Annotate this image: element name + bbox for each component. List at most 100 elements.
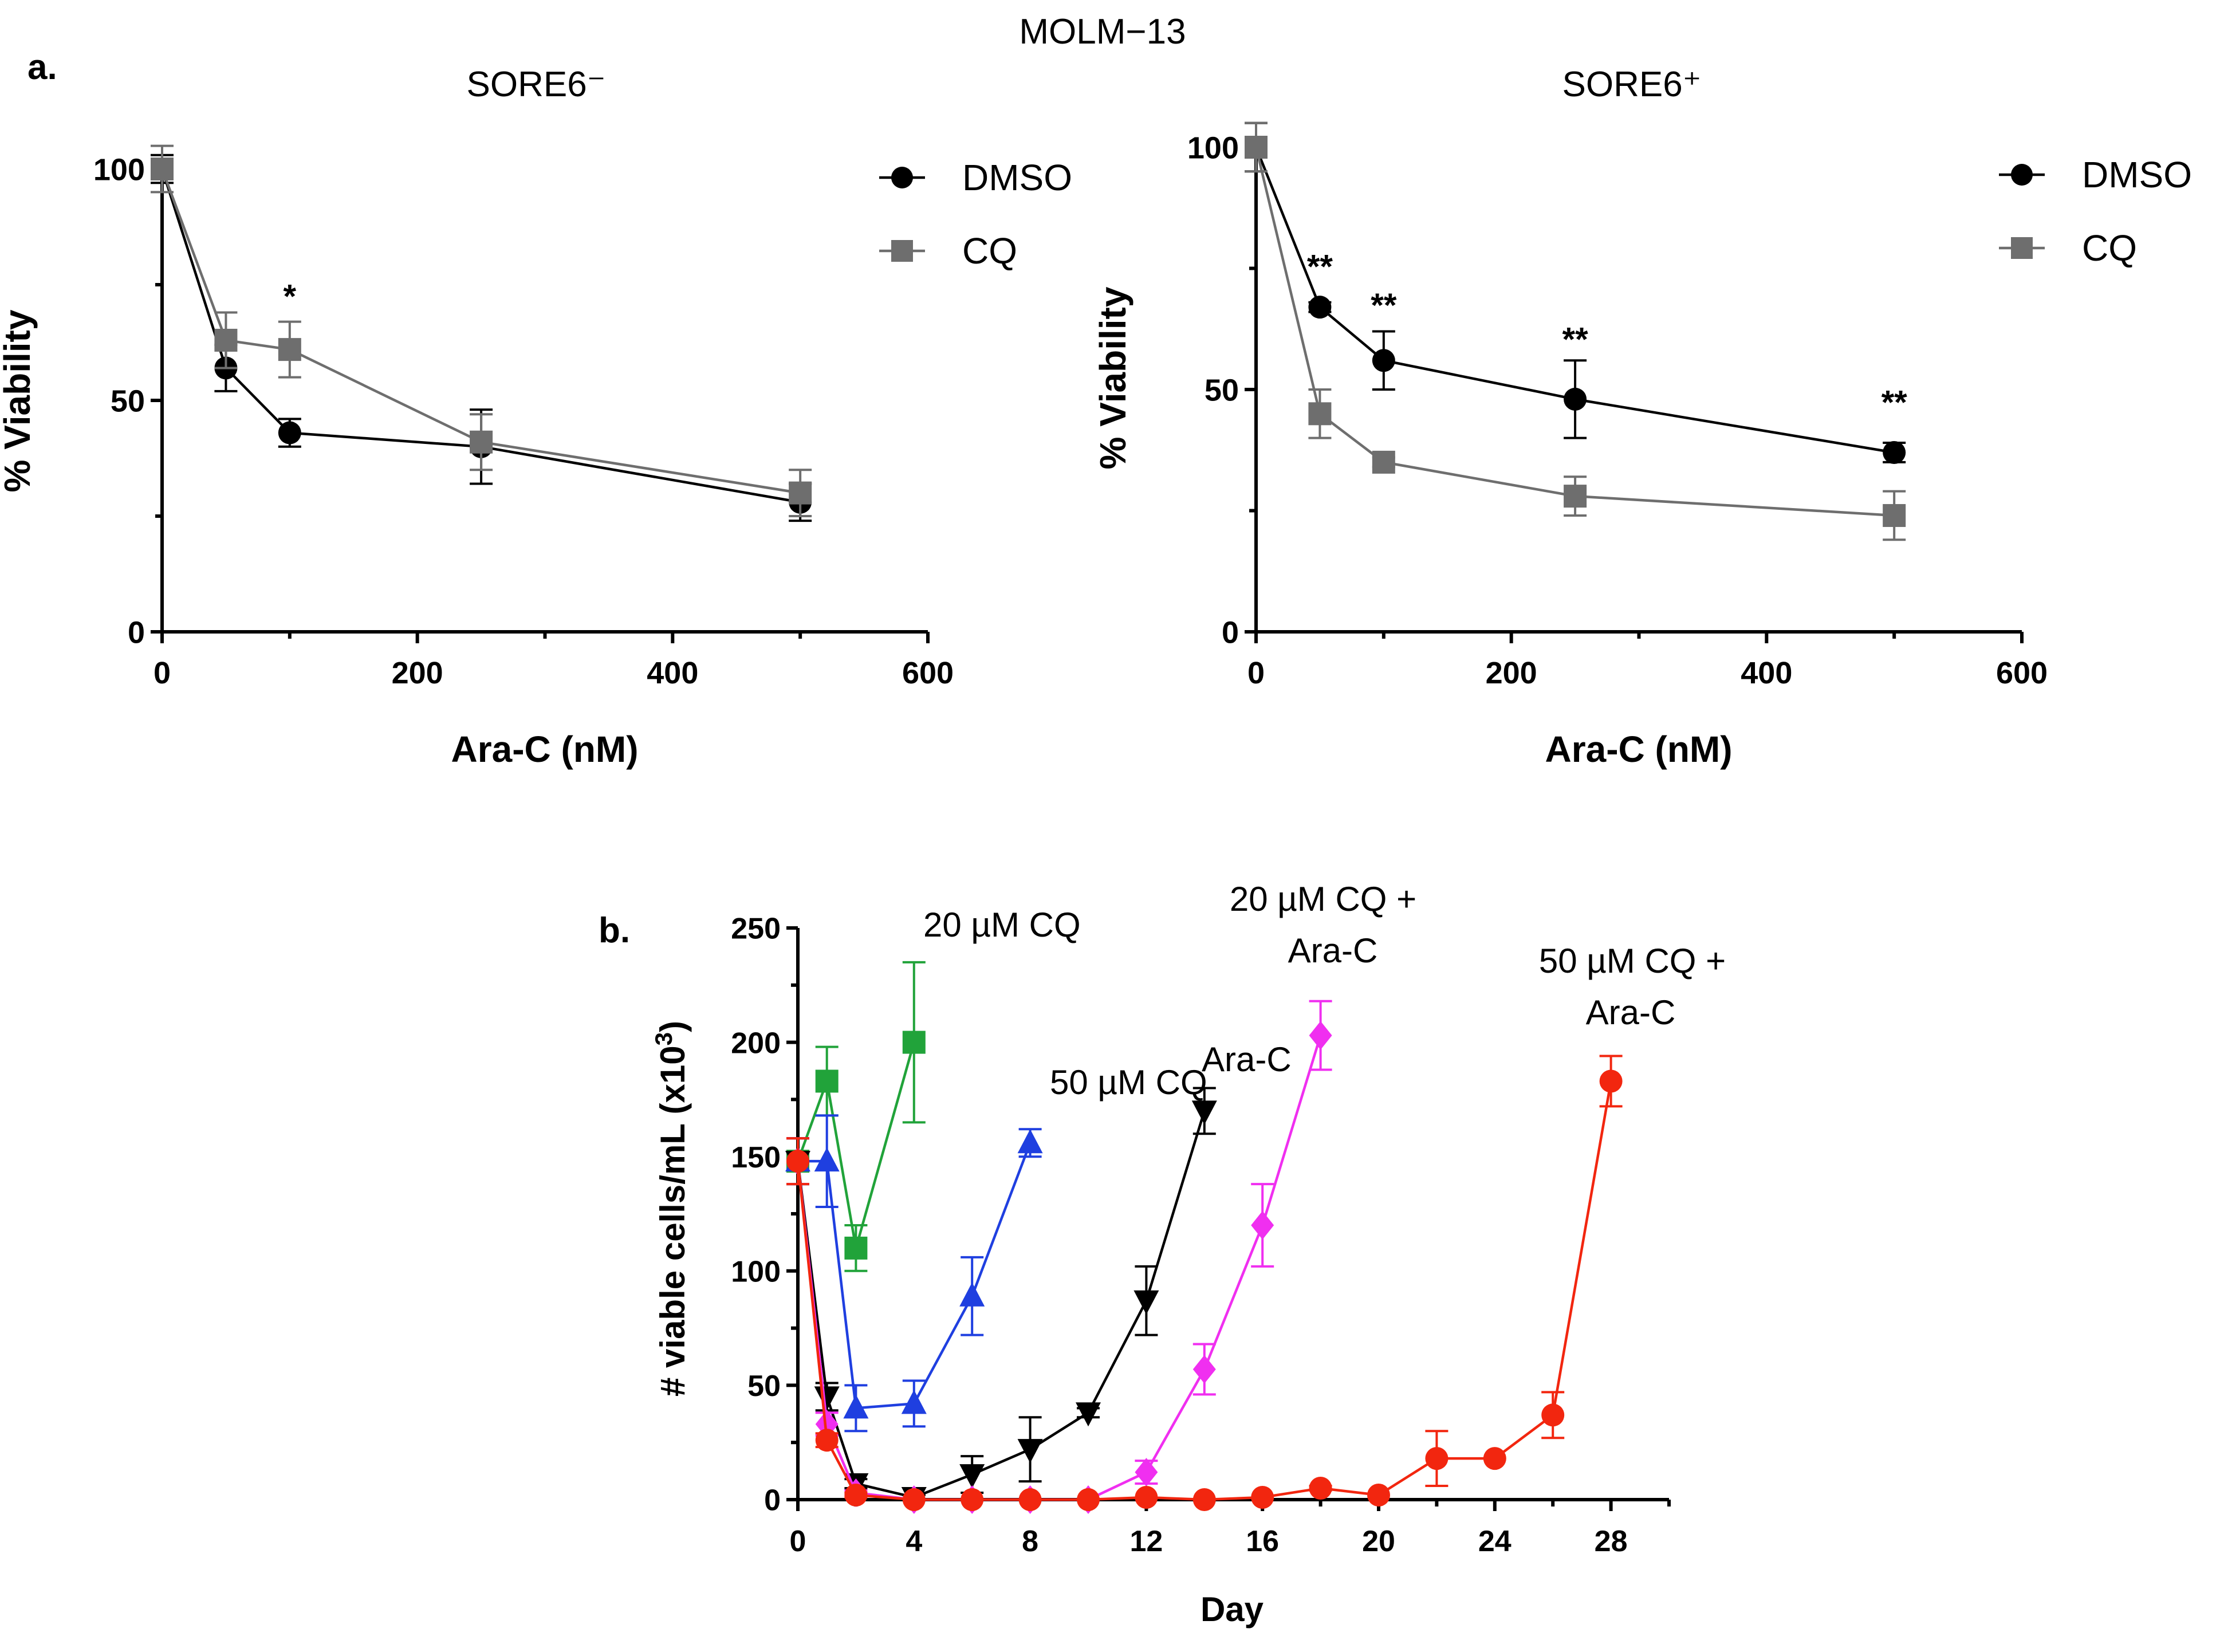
data-point	[1309, 1477, 1332, 1500]
legend-marker	[2011, 237, 2033, 259]
x-tick-label: 0	[1247, 656, 1265, 690]
data-point	[1191, 1100, 1217, 1125]
significance-annotation: *	[284, 278, 297, 315]
data-point	[1483, 1447, 1506, 1470]
data-point	[1018, 1488, 1042, 1511]
data-point	[278, 338, 301, 361]
series-line	[796, 1041, 915, 1249]
legend-item-dmso: DMSO	[879, 157, 1072, 198]
y-axis-label: % Viability	[0, 309, 38, 492]
y-tick-label: 0	[128, 615, 145, 650]
data-point	[844, 1236, 868, 1260]
y-axis-label-main: # viable cells/mL (x10	[654, 1045, 692, 1397]
y-axis-label-close: )	[654, 1021, 692, 1032]
x-axis-label: Ara-C (nM)	[1545, 729, 1732, 770]
data-point	[1135, 1486, 1158, 1509]
legend-marker	[891, 167, 913, 188]
data-point	[959, 1282, 985, 1307]
data-point	[1017, 1439, 1043, 1464]
data-point	[789, 481, 812, 505]
data-point	[786, 1150, 809, 1173]
data-point	[1135, 1458, 1158, 1487]
x-tick-label: 16	[1246, 1525, 1279, 1558]
series-50-m-cq-ara-c	[786, 1055, 1623, 1511]
data-point	[1251, 1486, 1274, 1509]
y-tick-label: 250	[731, 912, 781, 946]
data-point	[214, 328, 238, 352]
series-ara-c	[785, 1087, 1217, 1512]
data-point	[1372, 349, 1395, 372]
data-point	[1017, 1129, 1043, 1154]
legend-label: CQ	[962, 230, 1017, 272]
x-tick-label: 20	[1362, 1525, 1395, 1558]
data-point	[1308, 296, 1332, 319]
x-tick-label: 28	[1595, 1525, 1628, 1558]
significance-annotation: **	[1562, 321, 1589, 358]
x-tick-label: 600	[1996, 656, 2048, 690]
legend-item-cq: CQ	[879, 230, 1017, 272]
data-point	[1425, 1447, 1449, 1470]
y-tick-label: 50	[1205, 373, 1239, 407]
x-tick-label: 0	[790, 1525, 806, 1558]
data-point	[1192, 1488, 1216, 1511]
data-point	[1372, 450, 1395, 474]
significance-annotation: **	[1371, 287, 1397, 324]
data-point	[844, 1484, 868, 1507]
data-point	[1541, 1403, 1565, 1427]
y-tick-label: 100	[731, 1256, 781, 1289]
legend-label: DMSO	[2082, 154, 2192, 195]
data-point	[1077, 1488, 1100, 1511]
data-point	[815, 1429, 839, 1452]
y-tick-label: 100	[1187, 131, 1239, 165]
series-label-50-m-cq-ara-c-line2: Ara-C	[1586, 993, 1676, 1032]
legend-marker	[891, 240, 913, 262]
data-point	[278, 421, 301, 445]
y-tick-label: 100	[93, 152, 145, 187]
series-label-20-m-cq-ara-c: 20 µM CQ +	[1230, 880, 1416, 918]
x-tick-label: 200	[1486, 656, 1537, 690]
data-point	[961, 1488, 984, 1511]
data-point	[1564, 387, 1587, 411]
figure-title: MOLM−13	[1019, 12, 1186, 52]
series-dmso	[1245, 121, 1906, 464]
series-cq	[151, 144, 812, 517]
data-point	[1564, 485, 1587, 508]
x-tick-label: 12	[1129, 1525, 1163, 1558]
series-20-m-cq	[786, 961, 926, 1272]
data-point	[470, 430, 493, 454]
data-point	[1308, 402, 1332, 426]
data-point	[1883, 504, 1906, 527]
series-50-m-cq	[785, 1114, 1043, 1433]
series-line	[796, 1081, 1612, 1501]
legend-item-cq: CQ	[1999, 227, 2137, 269]
significance-annotation: **	[1882, 384, 1908, 421]
x-tick-label: 24	[1478, 1525, 1512, 1558]
series-label-20-m-cq-ara-c-line2: Ara-C	[1288, 931, 1378, 970]
x-tick-label: 600	[902, 656, 954, 690]
y-tick-label: 150	[731, 1141, 781, 1174]
chart-sore6-negative: 0 50 100 0 200 400 600 Ara-C (nM) % Viability SOR…	[0, 48, 1072, 770]
x-axis-label: Ara-C (nM)	[451, 729, 638, 770]
x-tick-label: 4	[906, 1525, 922, 1558]
y-tick-label: 0	[1222, 615, 1239, 650]
chart-title: SORE6⁺	[1562, 65, 1702, 104]
data-point	[843, 1394, 869, 1419]
legend-marker	[2011, 164, 2033, 186]
data-point	[902, 1488, 926, 1511]
data-point	[1245, 136, 1268, 159]
data-point	[1251, 1210, 1274, 1240]
panel-label: b.	[599, 911, 630, 950]
data-point	[1367, 1484, 1390, 1507]
data-point	[815, 1069, 839, 1093]
y-tick-label: 0	[764, 1484, 781, 1517]
series-label-20-m-cq: 20 µM CQ	[923, 906, 1081, 944]
data-point	[1133, 1290, 1159, 1315]
data-point	[1076, 1402, 1101, 1427]
legend-label: DMSO	[962, 157, 1072, 198]
series-line	[798, 1142, 1032, 1410]
data-point	[1883, 440, 1906, 464]
x-tick-label: 400	[1741, 656, 1792, 690]
data-point	[1192, 1355, 1216, 1384]
series-label-50-m-cq-ara-c: 50 µM CQ +	[1539, 942, 1726, 980]
